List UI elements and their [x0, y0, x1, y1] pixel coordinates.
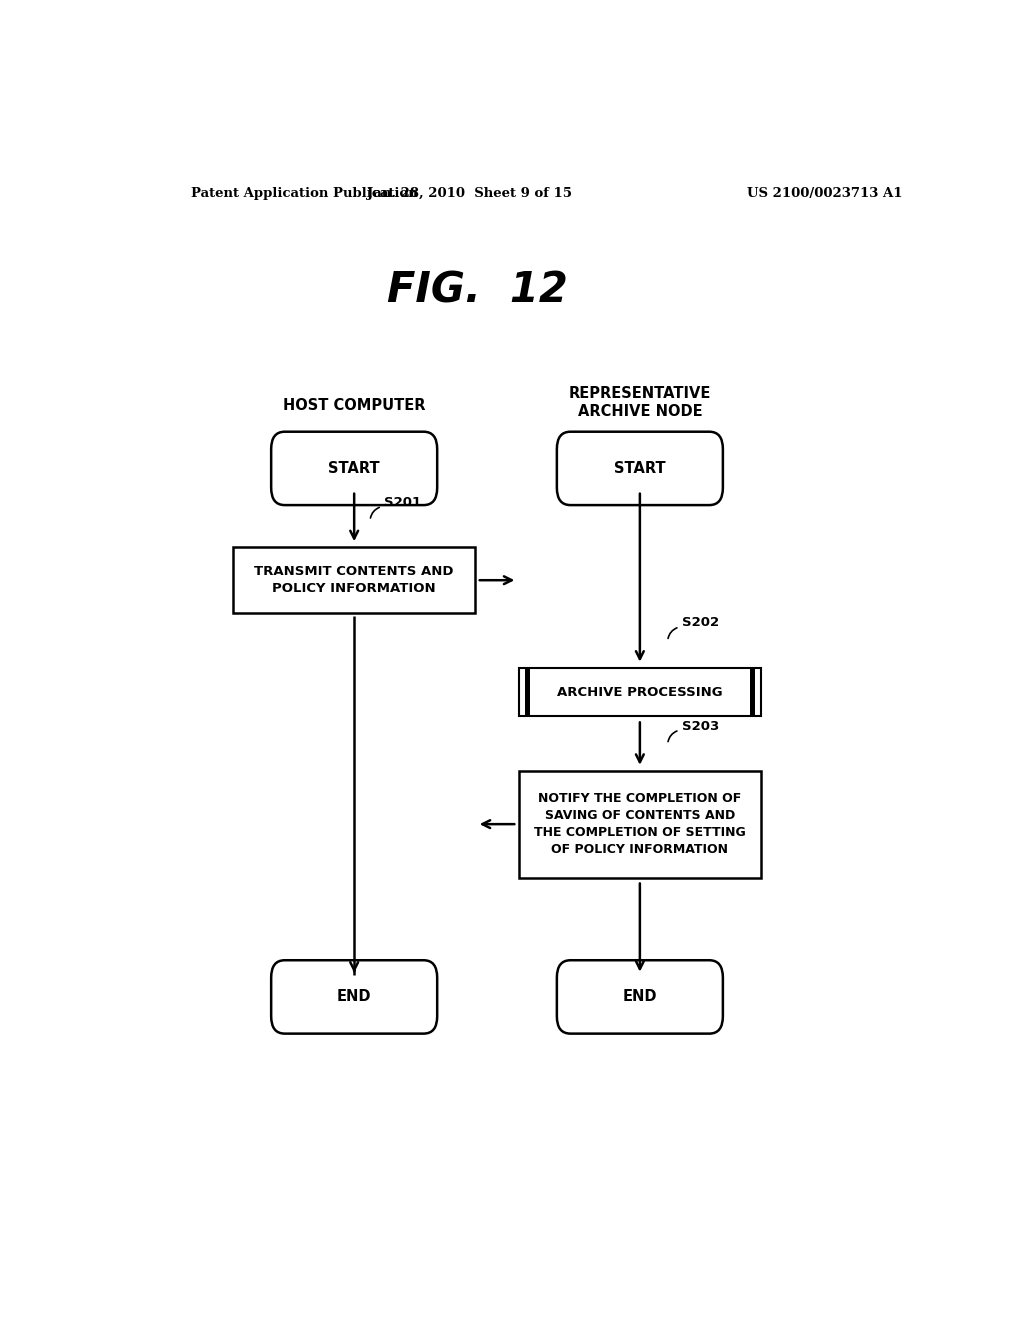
Text: HOST COMPUTER: HOST COMPUTER	[283, 397, 425, 413]
Text: TRANSMIT CONTENTS AND
POLICY INFORMATION: TRANSMIT CONTENTS AND POLICY INFORMATION	[254, 565, 454, 595]
Text: S203: S203	[682, 719, 719, 733]
Text: Patent Application Publication: Patent Application Publication	[191, 187, 418, 201]
Bar	[233, 548, 475, 614]
Text: START: START	[614, 461, 666, 477]
Text: US 2100/0023713 A1: US 2100/0023713 A1	[748, 187, 902, 201]
FancyBboxPatch shape	[557, 432, 723, 506]
Text: START: START	[329, 461, 380, 477]
Text: REPRESENTATIVE
ARCHIVE NODE: REPRESENTATIVE ARCHIVE NODE	[568, 385, 711, 420]
FancyBboxPatch shape	[271, 432, 437, 506]
Text: S201: S201	[384, 496, 422, 510]
Text: END: END	[337, 990, 372, 1005]
Text: Jan. 28, 2010  Sheet 9 of 15: Jan. 28, 2010 Sheet 9 of 15	[367, 187, 571, 201]
Text: NOTIFY THE COMPLETION OF
SAVING OF CONTENTS AND
THE COMPLETION OF SETTING
OF POL: NOTIFY THE COMPLETION OF SAVING OF CONTE…	[534, 792, 745, 857]
Text: FIG.  12: FIG. 12	[387, 269, 567, 312]
Bar	[525, 668, 530, 717]
Bar	[519, 668, 761, 717]
Bar	[750, 668, 755, 717]
FancyBboxPatch shape	[557, 960, 723, 1034]
Text: END: END	[623, 990, 657, 1005]
FancyBboxPatch shape	[271, 960, 437, 1034]
Text: S202: S202	[682, 616, 719, 630]
Bar	[519, 771, 761, 878]
Text: ARCHIVE PROCESSING: ARCHIVE PROCESSING	[557, 685, 723, 698]
